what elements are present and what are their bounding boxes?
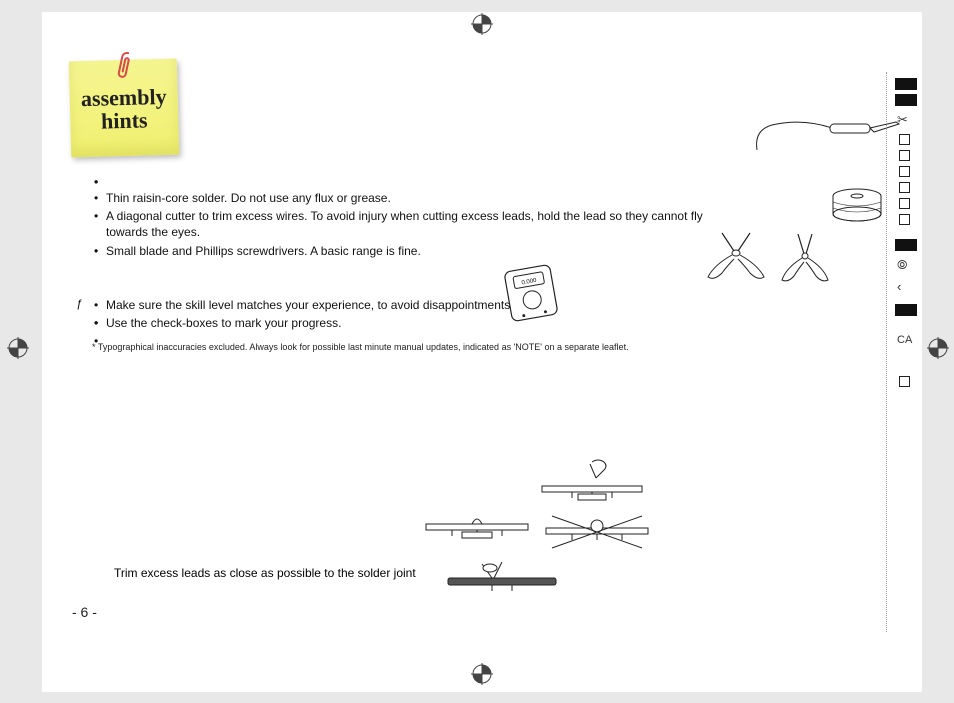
scissors-icon: ✂ [897,112,922,128]
list-item: Use the check-boxes to mark your progres… [92,315,722,331]
advice-list: Make sure the skill level matches your e… [92,297,722,331]
solder-joint-ok-icon [422,512,532,551]
reg-mark-left [6,336,30,360]
sticky-line2: hints [101,107,148,133]
checkbox[interactable] [899,376,910,387]
list-item: Thin raisin-core solder. Do not use any … [92,190,722,206]
strip-block [895,78,917,90]
content-block: Thin raisin-core solder. Do not use any … [92,172,722,353]
trim-leads-icon [442,560,562,601]
strip-icon: ‹ [897,279,922,294]
trim-caption: Trim excess leads as close as possible t… [114,566,416,580]
checkbox[interactable] [899,150,910,161]
checkbox[interactable] [899,166,910,177]
list-gap [92,174,722,188]
list-item: Small blade and Phillips screwdrivers. A… [92,243,722,259]
footnote: * Typographical inaccuracies excluded. A… [92,341,722,353]
reg-mark-top [470,12,494,36]
sticky-line1: assembly [81,84,167,111]
solder-joint-bad-icon [542,512,652,557]
strip-block [895,304,917,316]
solder-hand-icon [532,456,652,511]
list-item: A diagonal cutter to trim excess wires. … [92,208,722,240]
pliers-icon [770,230,840,290]
strip-label: CA [897,334,922,346]
reg-mark-right [926,336,950,360]
small-glyph: ƒ [76,298,82,310]
list-item: Make sure the skill level matches your e… [92,297,722,313]
checkbox[interactable] [899,214,910,225]
checkbox[interactable] [899,198,910,209]
page: assembly hints ƒ Thin raisin-core solder… [42,12,922,692]
cutters-icon [702,227,772,287]
checkbox[interactable] [899,182,910,193]
right-strip: ✂ ⦾ ‹ CA [886,72,922,632]
strip-block [895,239,917,251]
checkbox[interactable] [899,134,910,145]
page-number: - 6 - [72,604,97,620]
tools-list: Thin raisin-core solder. Do not use any … [92,174,722,259]
strip-block [895,94,917,106]
soldering-iron-icon [752,110,902,165]
strip-icon: ⦾ [897,257,922,273]
multimeter-icon: 0.000 [502,262,560,329]
reg-mark-bottom [470,662,494,686]
